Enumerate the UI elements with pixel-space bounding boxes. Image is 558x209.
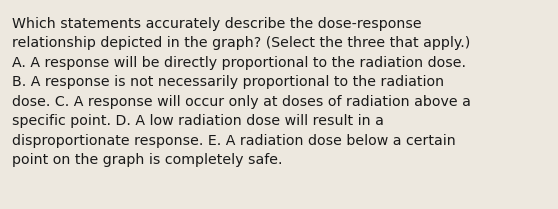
Text: Which statements accurately describe the dose-response
relationship depicted in : Which statements accurately describe the… (12, 17, 471, 167)
